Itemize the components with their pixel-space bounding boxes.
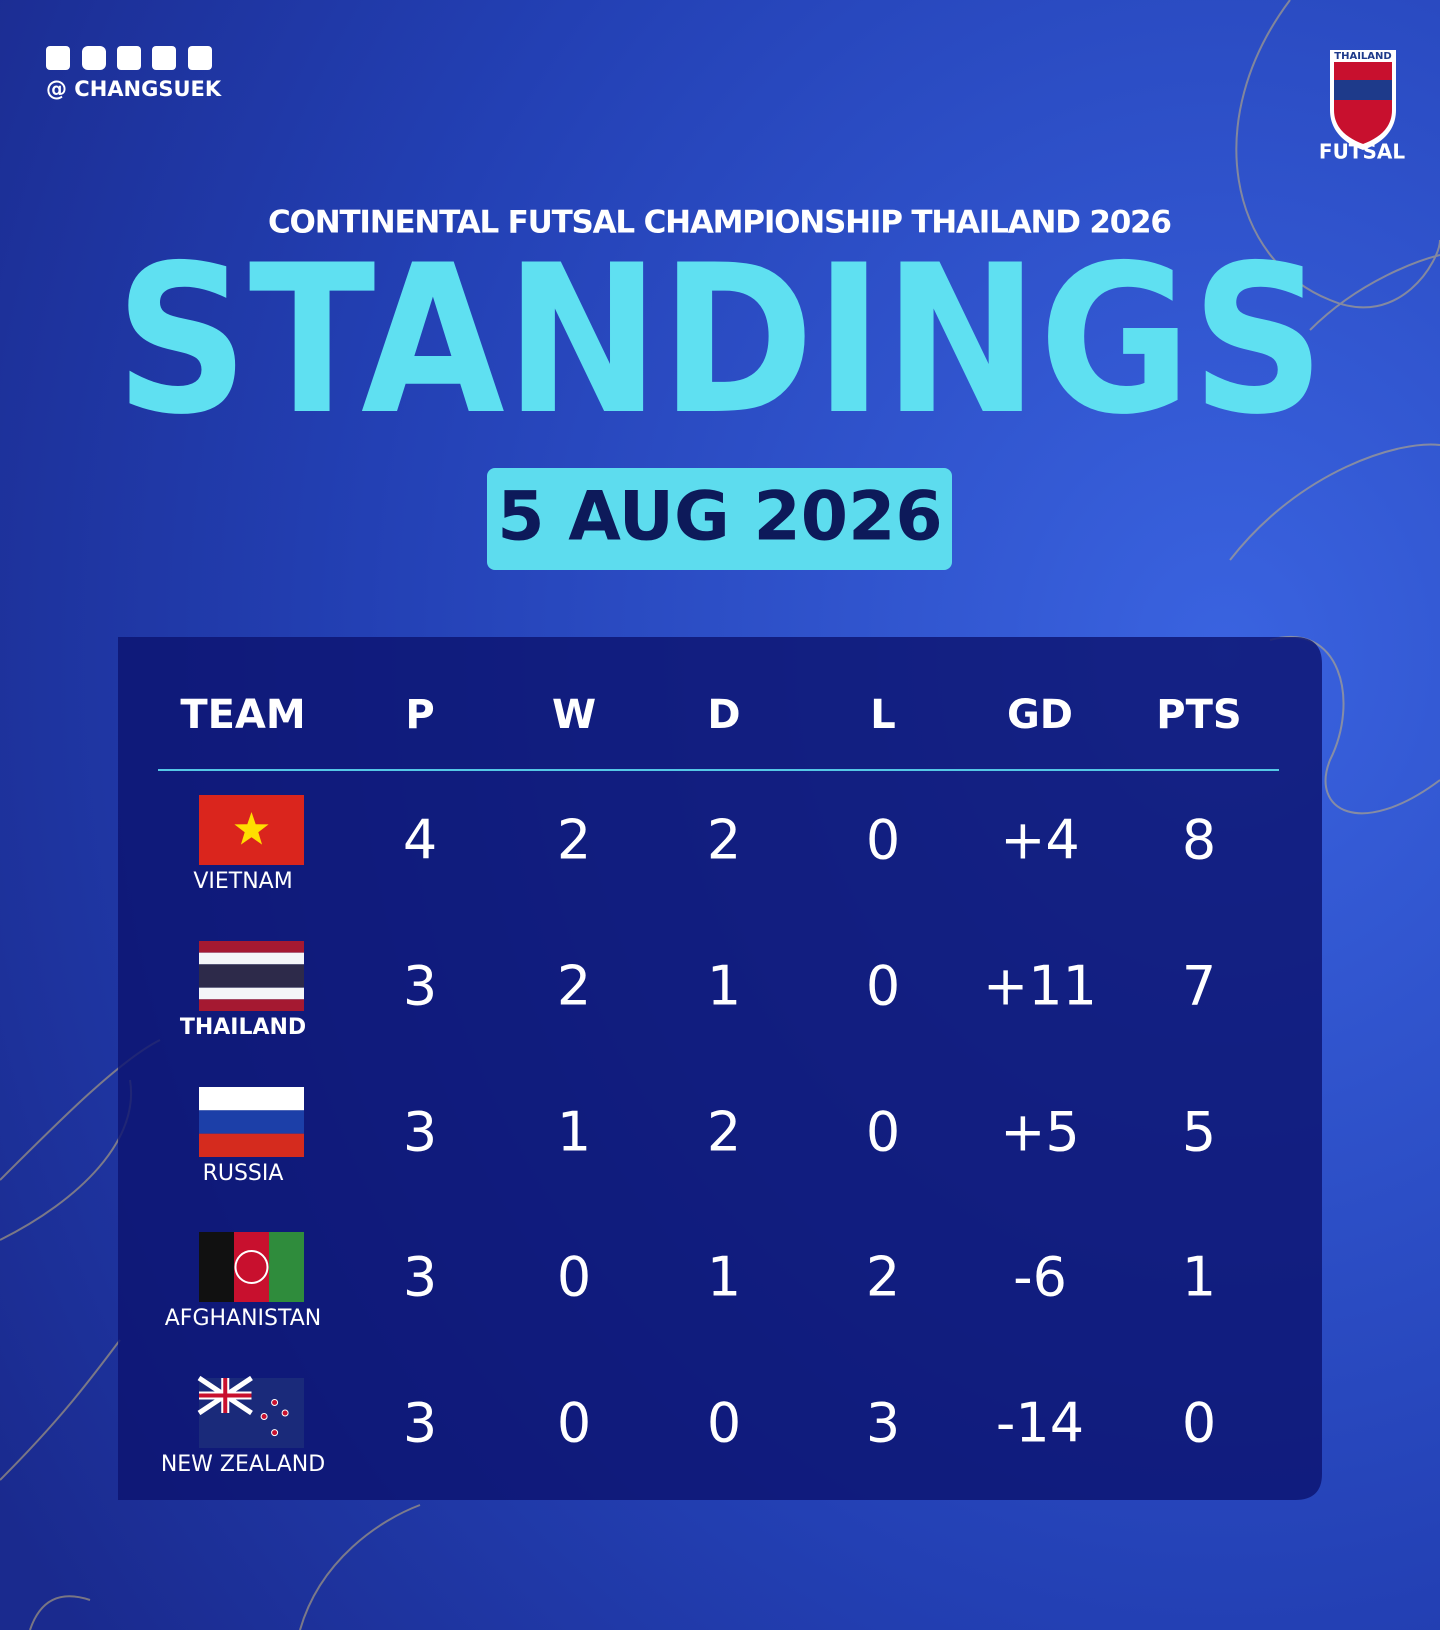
stat-cell: 0: [866, 1101, 900, 1164]
flag-part: [234, 1250, 269, 1284]
flag-part: [271, 1429, 279, 1437]
stat-cell: 3: [403, 955, 437, 1018]
stat-cell: 2: [707, 809, 741, 872]
flag-part: [199, 1378, 252, 1413]
team-name: AFGHANISTAN: [165, 1306, 322, 1331]
handle: @ CHANGSUEK: [46, 77, 222, 101]
stat-cell: +5: [1000, 1101, 1080, 1164]
stat-cell: 1: [1182, 1246, 1216, 1309]
stat-cell: 0: [866, 809, 900, 872]
stat-cell: 0: [707, 1392, 741, 1455]
table: TEAM P W D L GD PTS VIETNAM 4 2 2 0 +4 8 THAILAND 3 2 1 0 +…: [161, 692, 1242, 1477]
stat-cell: 0: [557, 1392, 591, 1455]
column-header: GD: [1007, 692, 1073, 738]
column-header: PTS: [1156, 692, 1241, 738]
stat-cell: 7: [1182, 955, 1216, 1018]
table-panel: [118, 637, 1322, 1500]
column-header: W: [552, 692, 596, 738]
flag-part: [199, 987, 304, 1000]
stat-cell: 0: [866, 955, 900, 1018]
social-icons: [46, 46, 212, 70]
team-flag: [197, 1375, 304, 1448]
stat-cell: 5: [1182, 1101, 1216, 1164]
stat-cell: 2: [557, 809, 591, 872]
flag-part: [199, 1133, 304, 1157]
team-name: NEW ZEALAND: [161, 1452, 325, 1477]
team-name: THAILAND: [180, 1015, 306, 1040]
subtitle: CONTINENTAL FUTSAL CHAMPIONSHIP THAILAND…: [268, 205, 1172, 241]
team-flag: [199, 1087, 304, 1157]
stat-cell: 3: [403, 1392, 437, 1455]
team-flag: [199, 795, 304, 865]
stat-cell: 4: [403, 809, 437, 872]
flag-part: [234, 812, 269, 845]
stat-cell: 0: [1182, 1392, 1216, 1455]
stat-cell: 1: [707, 1246, 741, 1309]
stat-cell: -14: [996, 1392, 1084, 1455]
flag-part: [199, 952, 304, 965]
flag-part: [271, 1399, 279, 1406]
flag-part: [269, 1232, 304, 1302]
flag-part: [199, 999, 304, 1011]
date: 5 AUG 2026: [497, 478, 943, 557]
flag-part: [199, 1110, 304, 1134]
flag-part: [199, 941, 304, 953]
flag-part: [199, 964, 304, 988]
team-name: RUSSIA: [203, 1161, 284, 1186]
logo: THAILAND FUTSAL: [1319, 50, 1405, 164]
team-name: VIETNAM: [193, 869, 292, 894]
team-flag: [199, 941, 304, 1011]
column-header: D: [707, 692, 740, 738]
flag-part: [199, 1087, 304, 1111]
logo-bottom: FUTSAL: [1319, 140, 1405, 164]
column-header: TEAM: [180, 692, 305, 738]
stat-cell: 2: [557, 955, 591, 1018]
stat-cell: 0: [557, 1246, 591, 1309]
stat-cell: 2: [866, 1246, 900, 1309]
stat-cell: +4: [1000, 809, 1080, 872]
stat-cell: 8: [1182, 809, 1216, 872]
stat-cell: 1: [557, 1101, 591, 1164]
column-header: L: [870, 692, 896, 738]
stat-cell: 1: [707, 955, 741, 1018]
logo-top: THAILAND: [1334, 51, 1391, 62]
flag-part: [281, 1409, 289, 1417]
stat-cell: 3: [403, 1246, 437, 1309]
stat-cell: +11: [983, 955, 1097, 1018]
stat-cell: 3: [403, 1101, 437, 1164]
stat-cell: -6: [1013, 1246, 1067, 1309]
stat-cell: 2: [707, 1101, 741, 1164]
flag-part: [199, 1232, 234, 1302]
flag-part: [260, 1413, 268, 1420]
title: STANDINGS: [115, 222, 1325, 460]
stat-cell: 3: [866, 1392, 900, 1455]
date-box: [487, 468, 952, 570]
flag-part: [234, 1232, 269, 1302]
team-flag: [199, 1232, 304, 1302]
column-header: P: [405, 692, 434, 738]
